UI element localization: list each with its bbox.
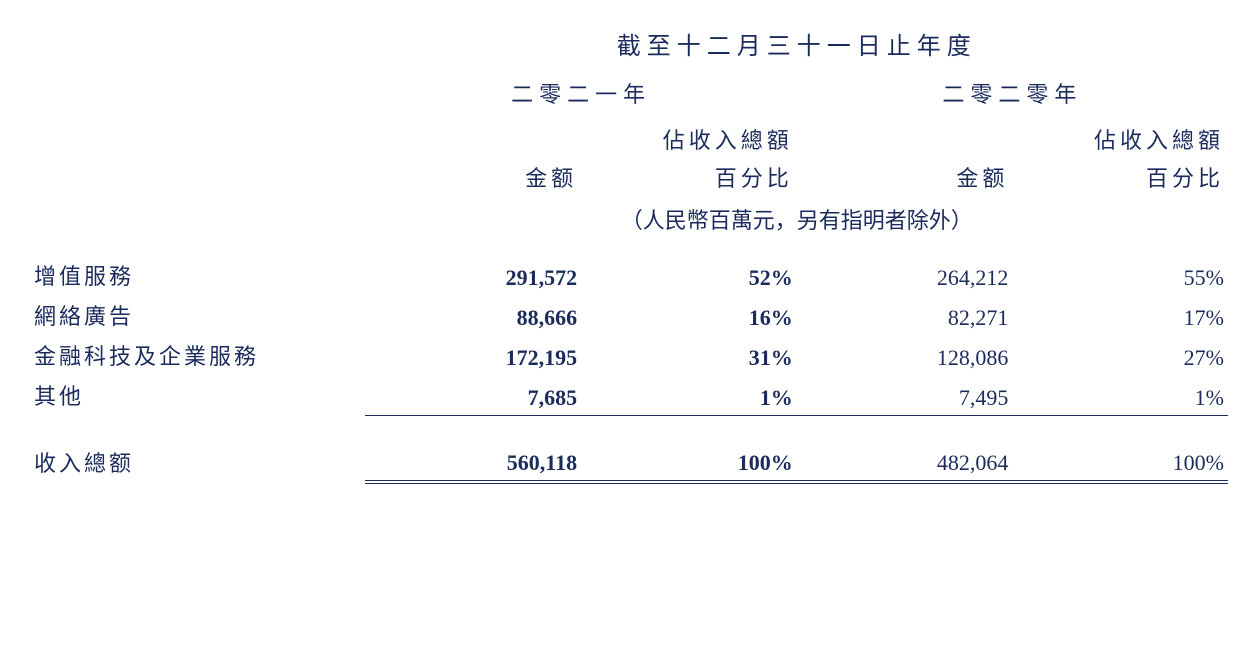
cell-a21: 88,666 [365, 295, 581, 335]
total-row: 收入總额 560,118 100% 482,064 100% [30, 442, 1228, 482]
table-row: 網絡廣告 88,666 16% 82,271 17% [30, 295, 1228, 335]
cell-a20: 264,212 [797, 255, 1013, 295]
pct-of-revenue-row: 佔收入總額 佔收入總額 [30, 115, 1228, 155]
subhead-2020: 佔收入總額 [1012, 115, 1228, 155]
row-label: 金融科技及企業服務 [30, 335, 365, 375]
cell-a21: 7,685 [365, 375, 581, 415]
cell-p20: 17% [1012, 295, 1228, 335]
table-row: 增值服務 291,572 52% 264,212 55% [30, 255, 1228, 295]
total-label: 收入總额 [30, 442, 365, 482]
unit-row: （人民幣百萬元，另有指明者除外） [30, 197, 1228, 255]
head-pct-2020: 百分比 [1012, 155, 1228, 197]
total-p21: 100% [581, 442, 797, 482]
row-label: 其他 [30, 375, 365, 415]
cell-p20: 27% [1012, 335, 1228, 375]
year-row: 二零二一年 二零二零年 [30, 71, 1228, 115]
cell-a21: 172,195 [365, 335, 581, 375]
column-head-row: 金额 百分比 金额 百分比 [30, 155, 1228, 197]
total-a20: 482,064 [797, 442, 1013, 482]
total-p20: 100% [1012, 442, 1228, 482]
table-row: 其他 7,685 1% 7,495 1% [30, 375, 1228, 415]
cell-p21: 52% [581, 255, 797, 295]
spacer-row [30, 415, 1228, 442]
period-title-row: 截至十二月三十一日止年度 [30, 20, 1228, 71]
cell-p21: 31% [581, 335, 797, 375]
table-row: 金融科技及企業服務 172,195 31% 128,086 27% [30, 335, 1228, 375]
year-2021: 二零二一年 [365, 71, 796, 115]
financial-table: 截至十二月三十一日止年度 二零二一年 二零二零年 佔收入總額 佔收入總額 金额 … [30, 20, 1228, 484]
row-label: 網絡廣告 [30, 295, 365, 335]
cell-a20: 7,495 [797, 375, 1013, 415]
subhead-2021: 佔收入總額 [581, 115, 797, 155]
cell-p21: 1% [581, 375, 797, 415]
period-title: 截至十二月三十一日止年度 [365, 20, 1228, 71]
cell-a20: 82,271 [797, 295, 1013, 335]
unit-note: （人民幣百萬元，另有指明者除外） [365, 197, 1228, 255]
year-2020: 二零二零年 [797, 71, 1228, 115]
cell-p20: 1% [1012, 375, 1228, 415]
total-a21: 560,118 [365, 442, 581, 482]
cell-a20: 128,086 [797, 335, 1013, 375]
head-amount-2021: 金额 [365, 155, 581, 197]
cell-p20: 55% [1012, 255, 1228, 295]
cell-p21: 16% [581, 295, 797, 335]
row-label: 增值服務 [30, 255, 365, 295]
cell-a21: 291,572 [365, 255, 581, 295]
head-amount-2020: 金额 [797, 155, 1013, 197]
head-pct-2021: 百分比 [581, 155, 797, 197]
